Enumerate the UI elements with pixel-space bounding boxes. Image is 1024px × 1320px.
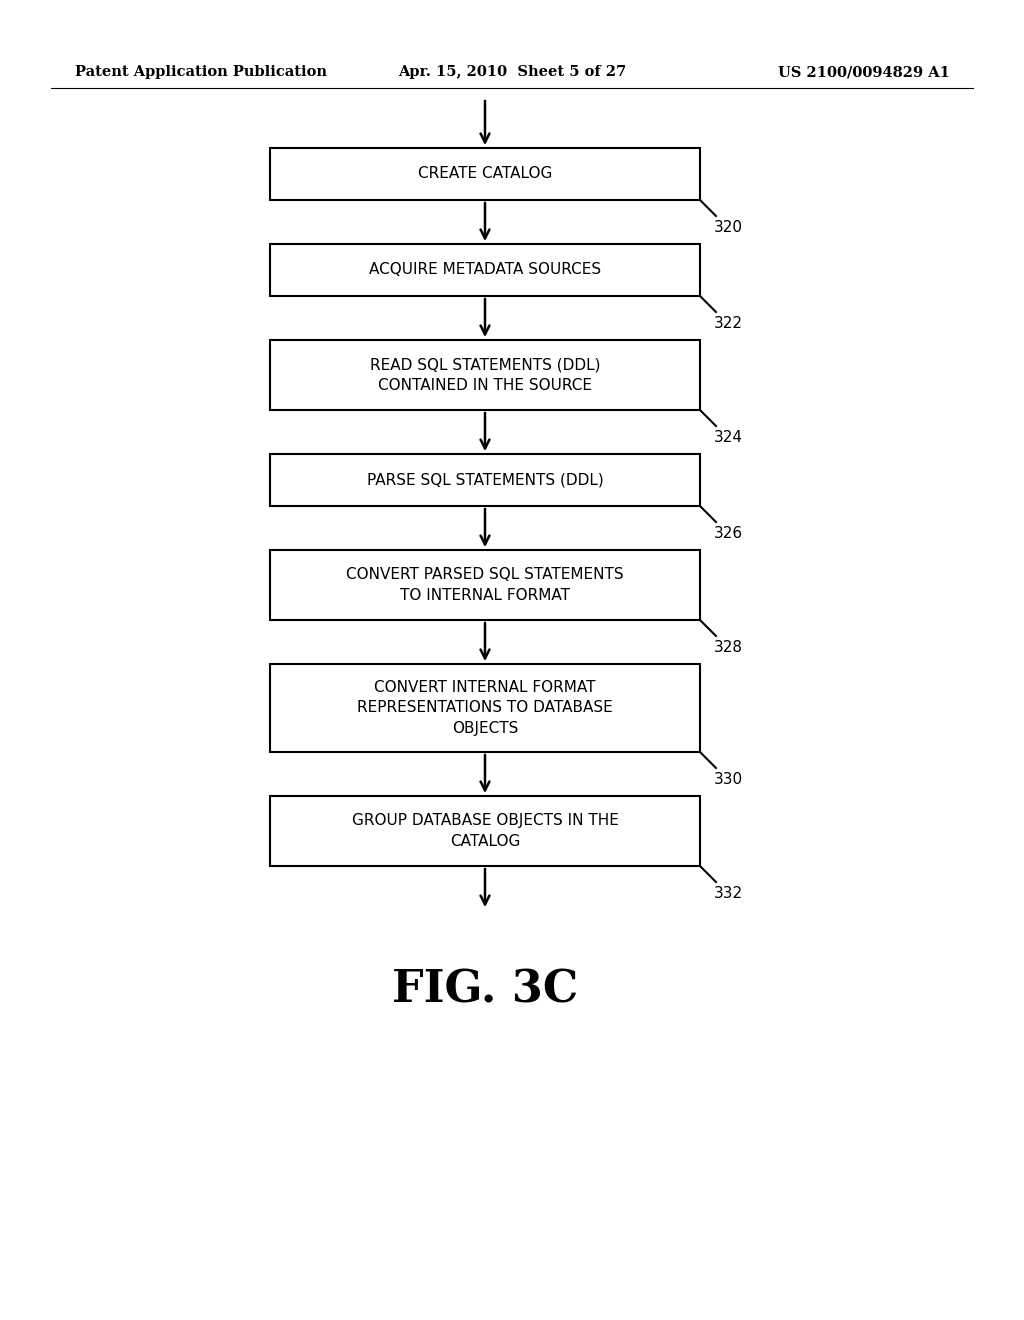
Text: CREATE CATALOG: CREATE CATALOG: [418, 166, 552, 181]
Text: READ SQL STATEMENTS (DDL)
CONTAINED IN THE SOURCE: READ SQL STATEMENTS (DDL) CONTAINED IN T…: [370, 356, 600, 393]
Text: Apr. 15, 2010  Sheet 5 of 27: Apr. 15, 2010 Sheet 5 of 27: [398, 65, 626, 79]
Bar: [270, 664, 700, 752]
Text: CONVERT PARSED SQL STATEMENTS
TO INTERNAL FORMAT: CONVERT PARSED SQL STATEMENTS TO INTERNA…: [346, 568, 624, 603]
Text: PARSE SQL STATEMENTS (DDL): PARSE SQL STATEMENTS (DDL): [367, 473, 603, 487]
Text: US 2100/0094829 A1: US 2100/0094829 A1: [778, 65, 950, 79]
Text: 324: 324: [714, 430, 743, 445]
Text: Patent Application Publication: Patent Application Publication: [75, 65, 327, 79]
Text: 332: 332: [714, 886, 743, 902]
Text: GROUP DATABASE OBJECTS IN THE
CATALOG: GROUP DATABASE OBJECTS IN THE CATALOG: [351, 813, 618, 849]
Bar: [270, 796, 700, 866]
Text: 330: 330: [714, 772, 743, 787]
Bar: [270, 341, 700, 411]
Text: ACQUIRE METADATA SOURCES: ACQUIRE METADATA SOURCES: [369, 263, 601, 277]
Bar: [270, 550, 700, 620]
Text: FIG. 3C: FIG. 3C: [392, 969, 579, 1011]
Bar: [270, 148, 700, 201]
Text: CONVERT INTERNAL FORMAT
REPRESENTATIONS TO DATABASE
OBJECTS: CONVERT INTERNAL FORMAT REPRESENTATIONS …: [357, 680, 613, 737]
Bar: [270, 454, 700, 506]
Text: 326: 326: [714, 525, 743, 541]
Text: 328: 328: [714, 640, 743, 655]
Text: 322: 322: [714, 315, 743, 331]
Text: 320: 320: [714, 220, 743, 235]
Bar: [270, 244, 700, 296]
